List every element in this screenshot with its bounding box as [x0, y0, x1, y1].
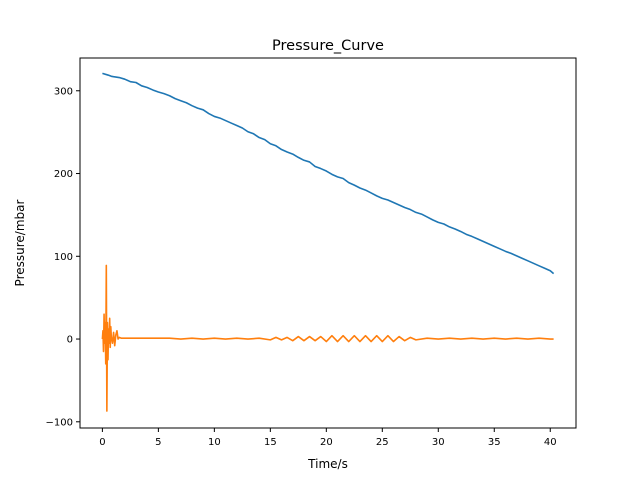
y-tick-label: 100: [54, 252, 73, 263]
x-tick-label: 25: [376, 437, 389, 448]
series-line-2: [101, 264, 554, 412]
x-tick-label: 10: [208, 437, 221, 448]
x-tick-label: 30: [432, 437, 445, 448]
chart-title: Pressure_Curve: [272, 38, 384, 54]
series-line-1: [102, 72, 555, 275]
axes-frame: [79, 57, 577, 429]
x-tick-label: 35: [488, 437, 501, 448]
x-tick-label: 15: [264, 437, 277, 448]
y-tick-label: 200: [54, 169, 73, 180]
x-tick-label: 0: [99, 437, 105, 448]
plot-area: [79, 57, 577, 429]
y-tick-label: 300: [54, 86, 73, 97]
y-axis-label: Pressure/mbar: [13, 200, 27, 287]
x-axis-label: Time/s: [307, 457, 348, 471]
y-tick-label: −100: [46, 417, 73, 428]
y-tick-label: 0: [67, 335, 73, 346]
x-axis-ticks: 0 5 10 15 20 25 30 35 40: [99, 428, 557, 448]
x-tick-label: 5: [155, 437, 161, 448]
x-tick-label: 40: [544, 437, 557, 448]
x-tick-label: 20: [320, 437, 333, 448]
y-axis-ticks: −100 0 100 200 300: [46, 86, 80, 428]
series-layer: [101, 72, 555, 412]
